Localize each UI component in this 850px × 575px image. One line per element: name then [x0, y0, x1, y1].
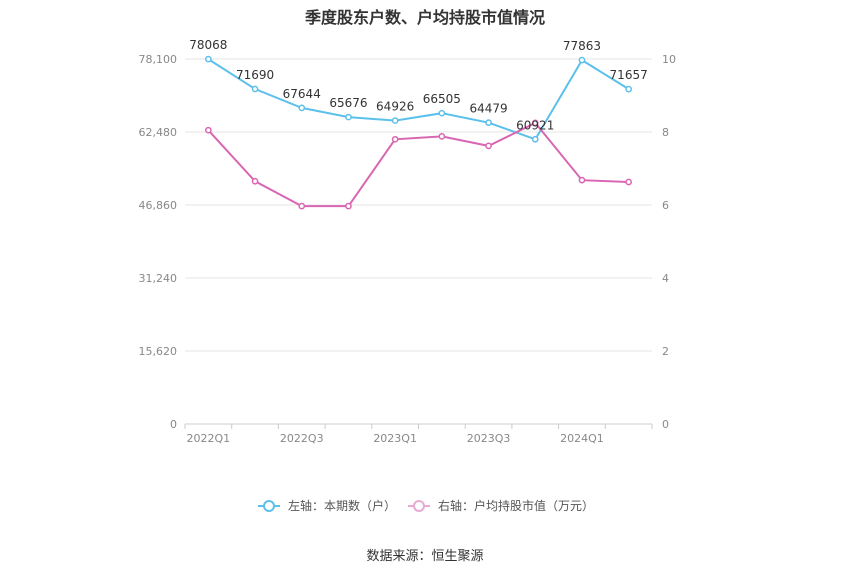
chart-title: 季度股东户数、户均持股市值情况 [304, 8, 545, 27]
y-right-tick-label: 2 [662, 345, 669, 358]
data-point [298, 104, 306, 112]
data-label: 65676 [329, 96, 367, 110]
y-left-tick-label: 31,240 [139, 272, 178, 285]
grid-lines [185, 58, 652, 425]
legend-marker [413, 500, 425, 512]
y-left-tick-label: 62,480 [139, 126, 178, 139]
x-tick-label: 2022Q1 [187, 432, 231, 445]
data-point [205, 55, 212, 63]
y-left-tick-label: 15,620 [139, 345, 178, 358]
y-right-tick-label: 4 [662, 272, 669, 285]
data-point [531, 135, 539, 143]
legend: 左轴：本期数（户） 右轴：户均持股市值（万元） [258, 498, 594, 513]
y-left-tick-label: 46,860 [139, 199, 178, 212]
legend-marker [263, 500, 275, 512]
data-point [345, 113, 352, 121]
data-point [531, 119, 539, 127]
legend-label: 左轴：本期数（户） [288, 498, 396, 513]
y-left-tick-label: 78,100 [139, 53, 178, 66]
data-label: 77863 [563, 39, 601, 53]
data-label: 67644 [283, 87, 321, 101]
data-label: 64926 [376, 100, 414, 114]
y-right-tick-label: 10 [662, 53, 676, 66]
data-point [438, 133, 446, 140]
x-tick-label: 2024Q1 [560, 432, 604, 445]
series-line-holders [207, 58, 630, 141]
data-point [345, 202, 352, 210]
data-point [625, 178, 633, 186]
data-point [625, 85, 633, 93]
data-label: 78068 [189, 38, 227, 52]
data-label: 64479 [469, 102, 507, 116]
data-point [438, 109, 446, 117]
y-right-tick-label: 0 [662, 418, 669, 431]
data-point [391, 117, 399, 124]
data-point [298, 202, 306, 210]
data-point [485, 142, 492, 150]
data-point [205, 126, 212, 134]
y-right-tick-label: 6 [662, 199, 669, 212]
axes: 0 15,620 31,240 46,860 62,480 78,100 0 2 4 6 8 10 20… [139, 53, 677, 445]
y-left-tick-label: 0 [170, 418, 177, 431]
source-note: 数据来源：恒生聚源 [366, 549, 484, 564]
data-point [578, 176, 586, 184]
data-point [485, 119, 492, 127]
data-point [391, 135, 399, 143]
data-labels: 78068 71690 67644 65676 64926 66505 64479 60921… [189, 38, 647, 132]
x-tick-label: 2023Q1 [373, 432, 417, 445]
data-point [251, 177, 259, 185]
data-point [578, 56, 586, 64]
data-label: 60921 [516, 118, 554, 132]
data-label: 66505 [423, 92, 461, 106]
legend-label: 右轴：户均持股市值（万元） [438, 498, 594, 513]
series-lines [205, 55, 633, 210]
y-right-tick-label: 8 [662, 126, 669, 139]
data-label: 71657 [610, 68, 648, 82]
x-tick-label: 2022Q3 [280, 432, 324, 445]
data-label: 71690 [236, 68, 274, 82]
x-tick-label: 2023Q3 [467, 432, 511, 445]
data-point [251, 85, 259, 93]
series-line-value [207, 121, 629, 208]
